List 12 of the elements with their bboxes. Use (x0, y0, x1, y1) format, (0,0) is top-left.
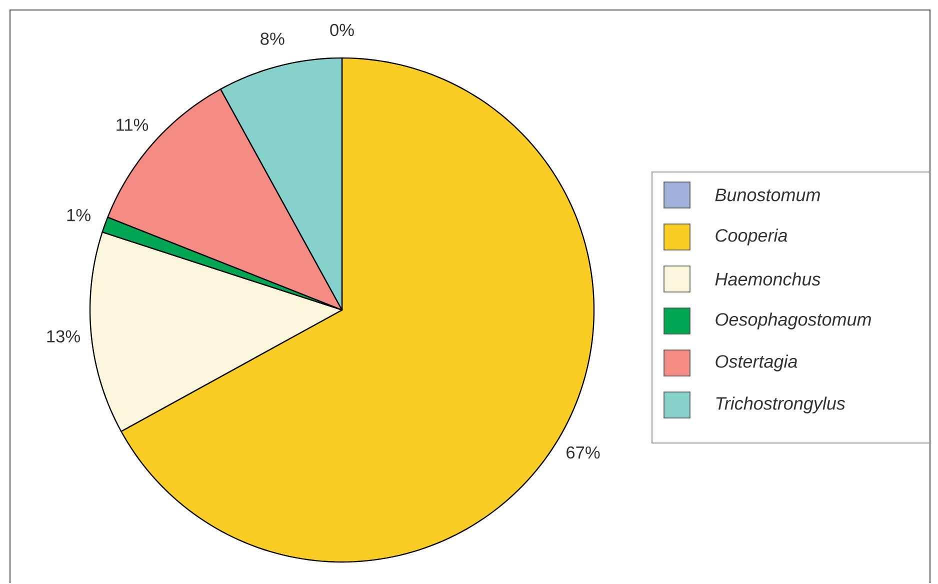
legend-label: Bunostomum (715, 188, 820, 202)
legend-label: Cooperia (716, 228, 788, 246)
legend-label: Oesophagostomum (716, 312, 871, 330)
text: 0% (330, 24, 354, 36)
data-label: 67% (566, 446, 600, 459)
data-label: 11% (116, 118, 148, 132)
legend-label: Ostertagia (716, 354, 798, 372)
data-label: 13% (47, 330, 80, 343)
data-label: 1% (67, 209, 90, 222)
legend-label: Haemonchus (715, 272, 820, 286)
legend-label: Trichostrongylus (716, 396, 846, 414)
data-label: 8% (260, 32, 284, 46)
